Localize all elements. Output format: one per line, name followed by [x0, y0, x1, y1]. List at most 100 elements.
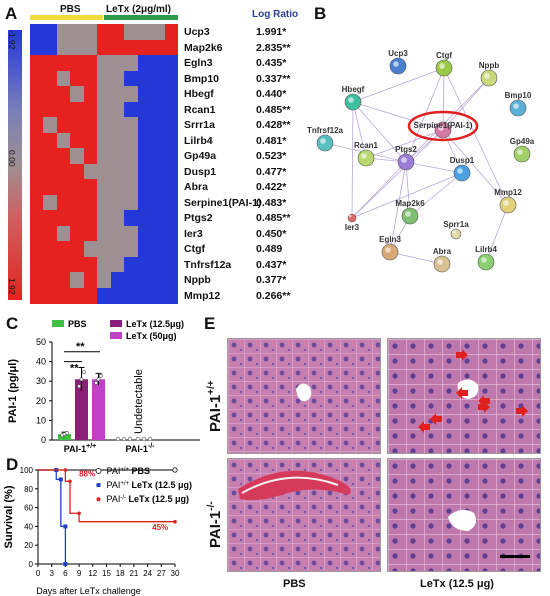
network-edge: [365, 129, 444, 159]
log-ratio-value: 0.450*: [256, 227, 287, 240]
heatmap-cell: [56, 194, 71, 211]
heatmap-cell: [110, 194, 125, 211]
log-ratio-value: 0.377*: [256, 274, 287, 286]
heatmap-cell: [137, 55, 152, 71]
heatmap-cell: [137, 256, 152, 273]
legend-prefix: PAI: [107, 480, 121, 490]
heatmap-cell: [30, 194, 44, 211]
heatmap-cell: [164, 70, 179, 87]
heatmap-cell: [110, 241, 125, 257]
heatmap-cell: [43, 179, 58, 195]
network-node: Rcan1: [354, 141, 379, 167]
group-label-sup: -/-: [148, 443, 155, 450]
heatmap-cell: [164, 117, 179, 133]
heatmap-cell: [110, 24, 125, 40]
heatmap-cell: [164, 241, 179, 257]
heatmap-cell: [97, 86, 112, 102]
gene-label: Ier3: [184, 227, 203, 240]
heatmap-cell: [43, 86, 58, 102]
sig-marker: **: [70, 363, 79, 375]
heatmap-cell: [43, 287, 58, 304]
network-node: Serpine1(PAI-1): [414, 121, 473, 139]
heatmap-cell: [30, 287, 44, 304]
node-label: Serpine1(PAI-1): [414, 121, 473, 130]
node-circle: [509, 99, 527, 117]
data-point: [96, 377, 101, 382]
survival-marker: [173, 519, 177, 524]
heatmap-cell: [83, 194, 98, 211]
heatmap-cell: [56, 101, 71, 118]
heatmap-cell: [30, 179, 44, 195]
heatmap-cell: [83, 241, 98, 257]
y-tick-label: 30: [36, 376, 46, 386]
legend-suffix: PBS: [129, 466, 150, 476]
node-circle: [513, 145, 531, 163]
heatmap-cell: [110, 132, 125, 149]
heatmap-cell: [164, 39, 179, 56]
y-axis-label: Survival (%): [3, 485, 15, 548]
survival-line: [38, 469, 175, 523]
undetectable-label: Undetectable: [133, 369, 145, 434]
gene-label: Egln3: [184, 57, 213, 69]
node-circle: [499, 196, 517, 214]
heatmap-cell: [70, 210, 85, 226]
heatmap-cell: [30, 256, 44, 273]
heatmap-cell: [110, 272, 125, 288]
node-shine: [401, 157, 407, 163]
heatmap-cell: [43, 132, 58, 149]
y-tick-label: 20: [36, 396, 46, 406]
heatmap-cell: [56, 256, 71, 273]
legend-prefix: PAI: [107, 466, 121, 476]
network-edge: [351, 172, 463, 219]
row2-prefix: PAI-1: [207, 510, 224, 548]
panel-c-label: C: [6, 314, 19, 333]
heatmap-cell: [70, 179, 85, 195]
pai1-bar-chart: 0 10 20 30 40 50 PAI-1 (pg/μl) ** ** Undetectable…: [7, 319, 200, 454]
network-node: Mmp12: [494, 188, 522, 214]
col2-treatment-label: LeTx (12.5 μg): [420, 578, 494, 590]
survival-marker: [58, 477, 63, 482]
legend-swatch: [110, 332, 122, 339]
lesion-arrow: [418, 421, 430, 433]
pai1-highlight-ellipse: [407, 110, 479, 142]
heatmap-cell: [151, 194, 166, 211]
network-node: Ucp3: [388, 49, 408, 75]
network-node: Dusp1: [450, 156, 475, 182]
row2-sup: -/-: [206, 501, 217, 511]
heatmap-cell: [83, 225, 98, 242]
y-tick-label: 10: [36, 415, 46, 425]
heatmap-cell: [151, 55, 166, 71]
heatmap-cell: [83, 24, 98, 40]
log-ratio-value: 0.523*: [256, 150, 287, 162]
ko-data-point: [127, 436, 133, 442]
heatmap-cell: [97, 24, 112, 40]
node-circle: [453, 164, 471, 182]
heatmap-cell: [43, 101, 58, 118]
heatmap-cell: [56, 241, 71, 257]
ko-data-point: [141, 436, 147, 442]
log-ratio-value: 0.483*: [256, 196, 287, 209]
ko-data-point: [135, 436, 141, 442]
node-shine: [437, 259, 443, 265]
legend-label: LeTx (12.5μg): [126, 319, 184, 329]
survival-marker: [77, 511, 81, 516]
network-node: Egln3: [379, 235, 401, 261]
heatmap-cell: [124, 148, 139, 164]
network-node: Abra: [433, 247, 452, 273]
heatmap-cell: [164, 287, 179, 304]
heatmap-cell: [83, 179, 98, 195]
legend-label: PAI-/- LeTx (12.5 μg): [107, 494, 190, 504]
heatmap-cell: [164, 179, 179, 195]
survival-marker: [68, 479, 72, 484]
heatmap-cell: [110, 39, 125, 56]
y-tick-label: 60: [24, 504, 33, 513]
node-shine: [348, 214, 352, 218]
heatmap-cell: [97, 272, 112, 288]
node-circle: [401, 207, 419, 225]
heatmap-cell: [83, 163, 98, 180]
heatmap-cell: [151, 39, 166, 56]
heatmap-cell: [110, 256, 125, 273]
legend-marker: [96, 497, 101, 502]
heatmap-cell: [97, 179, 112, 195]
